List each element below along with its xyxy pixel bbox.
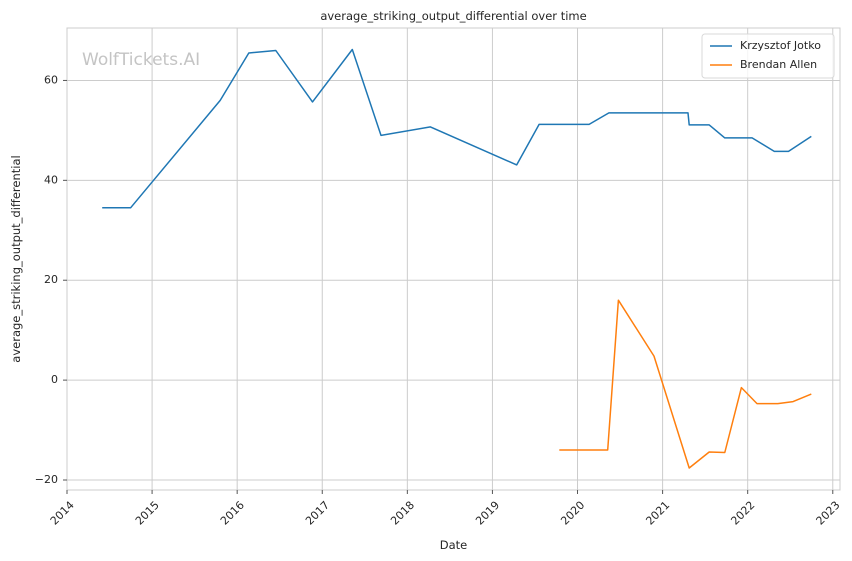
x-tick-label: 2016	[218, 499, 247, 528]
legend: Krzysztof Jotko Brendan Allen	[701, 33, 835, 79]
x-tick-label: 2022	[728, 499, 757, 528]
legend-label-krzysztof-jotko: Krzysztof Jotko	[740, 39, 821, 52]
x-tick-label: 2020	[558, 499, 587, 528]
y-axis-label: average_striking_output_differential	[9, 155, 23, 362]
legend-label-brendan-allen: Brendan Allen	[740, 58, 817, 71]
chart-title: average_striking_output_differential ove…	[320, 9, 586, 23]
y-tick-label: 0	[51, 373, 58, 386]
y-tick-label: 60	[44, 73, 58, 86]
legend-box	[701, 33, 835, 79]
x-axis-label: Date	[440, 538, 468, 552]
x-tick-label: 2017	[303, 499, 332, 528]
y-tick-label: −20	[35, 473, 58, 486]
watermark: WolfTickets.AI	[82, 50, 200, 70]
x-tick-label: 2021	[643, 499, 672, 528]
series-line-krzysztof-jotko	[102, 48, 812, 209]
x-tick-label: 2014	[48, 499, 77, 528]
y-tick-label: 40	[44, 173, 58, 186]
x-tick-label: 2019	[473, 499, 502, 528]
grid	[66, 28, 840, 490]
plot-area	[67, 28, 840, 490]
x-tick-label: 2015	[133, 499, 162, 528]
x-tick-label: 2023	[814, 499, 843, 528]
y-tick-label: 20	[44, 273, 58, 286]
x-tick-label: 2018	[388, 499, 417, 528]
series-line-brendan-allen	[559, 299, 812, 469]
series-lines	[102, 48, 812, 469]
plot-frame	[66, 27, 841, 491]
